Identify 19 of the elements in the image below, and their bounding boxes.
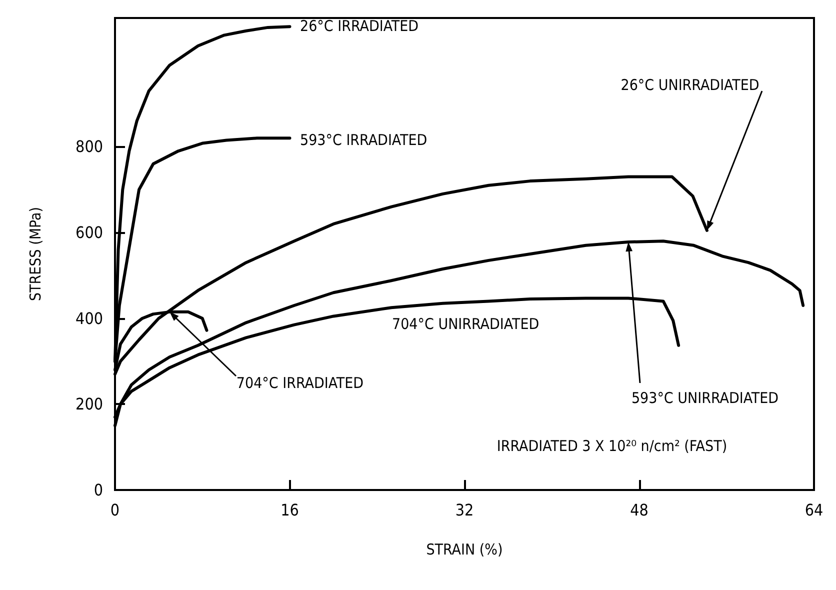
x-tick-label: 48 (630, 500, 648, 520)
x-tick-label: 32 (455, 500, 474, 520)
annotation: 593°C UNIRRADIATED (631, 389, 779, 407)
annotation: 593°C IRRADIATED (300, 131, 428, 149)
x-tick-label: 64 (804, 500, 824, 520)
annotation: IRRADIATED 3 X 10²⁰ n/cm² (FAST) (496, 437, 728, 455)
x-tick-label: 16 (280, 500, 299, 520)
annotation: 704°C UNIRRADIATED (392, 315, 540, 333)
y-axis-title: STRESS (MPa) (26, 206, 44, 302)
y-tick-label: 400 (76, 308, 103, 328)
y-tick-label: 0 (94, 480, 103, 500)
x-tick-label: 0 (110, 500, 120, 520)
annotation: 704°C IRRADIATED (236, 374, 364, 392)
x-axis-title: STRAIN (%) (426, 540, 503, 558)
annotation: 26°C UNIRRADIATED (620, 76, 760, 94)
y-tick-label: 600 (76, 223, 103, 242)
y-tick-label: 800 (76, 137, 103, 156)
y-tick-label: 200 (76, 394, 103, 414)
annotation: 26°C IRRADIATED (300, 17, 419, 35)
